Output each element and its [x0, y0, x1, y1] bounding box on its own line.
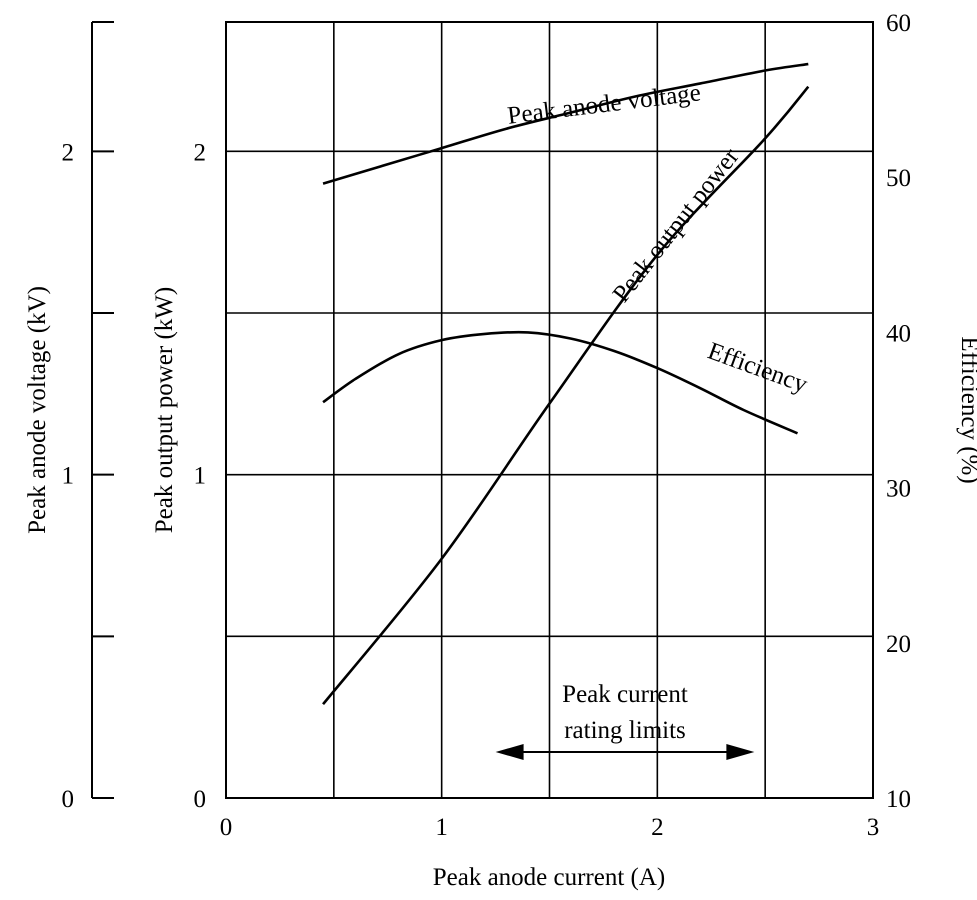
efficiency-tick-label: 20 — [886, 631, 911, 658]
series — [322, 62, 810, 706]
voltage-tick-label: 0 — [62, 786, 75, 813]
voltage-tick-label: 1 — [62, 463, 75, 490]
annotation-line1: Peak current — [562, 681, 688, 708]
voltage-axis-title: Peak anode voltage (kV) — [24, 286, 51, 534]
voltage-tick-label: 2 — [62, 139, 75, 166]
plot-frame — [225, 21, 874, 799]
efficiency-axis-title: Efficiency (%) — [956, 336, 977, 483]
x-tick-label: 1 — [435, 814, 448, 841]
x-axis-title: Peak anode current (A) — [433, 864, 666, 891]
voltage-curve-label: Peak anode voltage — [506, 79, 702, 129]
power-tick-label: 1 — [194, 463, 207, 490]
power-tick-label: 2 — [194, 139, 207, 166]
annotation-arrow — [495, 744, 755, 760]
power-curve — [322, 85, 810, 706]
efficiency-tick-label: 40 — [886, 320, 911, 347]
efficiency-tick-label: 30 — [886, 476, 911, 503]
x-tick-label: 2 — [651, 814, 664, 841]
grid — [226, 22, 873, 798]
voltage-curve — [322, 62, 809, 185]
power-curve-label: Peak output power — [608, 143, 745, 308]
annotation-arrow-head-right — [726, 744, 755, 760]
efficiency-curve-label: Efficiency — [704, 338, 811, 399]
annotation-arrow-head-left — [495, 744, 524, 760]
power-tick-label: 0 — [194, 786, 207, 813]
x-tick-label: 3 — [867, 814, 880, 841]
efficiency-tick-label: 10 — [886, 786, 911, 813]
annotation-line2: rating limits — [564, 717, 686, 744]
efficiency-tick-label: 50 — [886, 165, 911, 192]
efficiency-tick-label: 60 — [886, 10, 911, 37]
efficiency-curve — [322, 330, 799, 435]
x-tick-label: 0 — [220, 814, 233, 841]
power-axis-title: Peak output power (kW) — [151, 287, 178, 533]
